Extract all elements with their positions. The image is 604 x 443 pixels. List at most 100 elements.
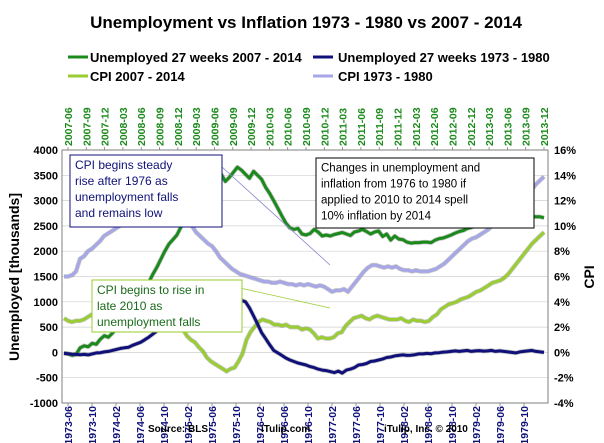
y-tick-left: 4000 — [34, 145, 58, 157]
annotation-changes-spell-inflation: Changes in unemployment and inflation fro… — [315, 157, 535, 229]
y-axis-right-label: CPI — [581, 265, 597, 288]
y-tick-right: 8% — [554, 246, 570, 258]
x-bottom-tick: 1978-06 — [423, 406, 435, 443]
annotation-box — [91, 279, 243, 333]
annotation-box — [315, 157, 535, 229]
footer-site: iTulip.com — [261, 424, 310, 435]
x-top-tick: 2011-09 — [374, 108, 386, 146]
x-bottom-tick: 1979-06 — [495, 406, 507, 443]
y-tick-left: 1500 — [34, 272, 58, 284]
y-tick-right: 10% — [554, 221, 576, 233]
annotation-cpi-rise-2010: CPI begins to rise in late 2010 as unemplo… — [91, 279, 243, 333]
x-bottom-tick: 1977-02 — [327, 406, 339, 443]
x-top-tick: 2010-03 — [264, 107, 276, 146]
y-tick-left: -500 — [36, 373, 58, 385]
y-tick-left: 3500 — [34, 170, 58, 182]
x-top-tick: 2013-09 — [521, 107, 533, 146]
x-top-tick: 2009-06 — [209, 107, 221, 146]
y-tick-left: 500 — [40, 322, 58, 334]
legend-label-unemp-1973: Unemployed 27 weeks 1973 - 1980 — [338, 50, 550, 65]
annotation-text: CPI begins steady — [75, 158, 172, 172]
x-top-tick: 2009-03 — [191, 107, 203, 146]
legend: Unemployed 27 weeks 2007 - 2014 Unemploy… — [68, 50, 550, 84]
annotation-leader — [239, 287, 331, 309]
x-top-tick: 2010-06 — [283, 107, 295, 146]
y-tick-right: 12% — [554, 196, 576, 208]
annotation-box — [69, 154, 223, 228]
legend-label-cpi-1973: CPI 1973 - 1980 — [338, 69, 433, 84]
ticks: 4000 3500 3000 2500 2000 1500 1000 500 0 -500 -100… — [30, 107, 576, 443]
x-top-tick: 2009-09 — [228, 107, 240, 146]
x-bottom-tick: 1974-10 — [159, 406, 171, 443]
annotation-text: 10% inflation by 2014 — [321, 211, 432, 223]
x-top-tick: 2011-06 — [356, 108, 368, 146]
x-top-tick: 2010-09 — [301, 107, 313, 146]
annotation-text: applied to 2010 to 2014 spell — [321, 195, 468, 207]
annotation-text: late 2010 as — [97, 299, 162, 313]
x-bottom-tick: 1975-02 — [183, 406, 195, 443]
x-bottom-tick: 1973-10 — [87, 406, 99, 443]
x-top-tick: 2007-09 — [81, 107, 93, 146]
x-top-tick: 2010-12 — [319, 107, 331, 146]
x-bottom-tick: 1975-10 — [231, 406, 243, 443]
x-bottom-tick: 1977-06 — [351, 406, 363, 443]
annotations: CPI begins steady rise after 1976 as unemp… — [69, 154, 535, 333]
x-bottom-tick: 1978-10 — [447, 406, 459, 443]
y-tick-left: 3000 — [34, 196, 58, 208]
y-axis-left-label: Unemployed [thousands] — [6, 193, 22, 361]
x-top-tick: 2012-03 — [411, 107, 423, 146]
y-tick-right: -2% — [554, 373, 574, 385]
annotation-text: unemployment falls — [97, 315, 200, 329]
x-bottom-tick: 1974-02 — [111, 406, 123, 443]
annotation-text: rise after 1976 as — [75, 174, 168, 188]
y-tick-right: 4% — [554, 297, 570, 309]
series-line-unemployed-27-weeks-1973-1980 — [63, 290, 545, 375]
y-tick-right: -4% — [554, 398, 574, 410]
annotation-text: unemployment falls — [75, 190, 178, 204]
annotation-text: CPI begins to rise in — [97, 283, 204, 297]
y-tick-left: -1000 — [30, 398, 58, 410]
y-tick-right: 14% — [554, 170, 576, 182]
x-top-tick: 2012-09 — [447, 107, 459, 146]
annotation-leader — [221, 166, 331, 266]
x-top-tick: 2007-12 — [100, 107, 112, 146]
y-tick-left: 1000 — [34, 297, 58, 309]
legend-label-cpi-2007: CPI 2007 - 2014 — [90, 69, 185, 84]
x-top-tick: 2008-03 — [118, 107, 130, 146]
annotation-text: and remains low — [75, 206, 163, 220]
y-tick-left: 0 — [52, 347, 58, 359]
annotation-text: inflation from 1976 to 1980 if — [321, 179, 467, 191]
y-tick-right: 2% — [554, 322, 570, 334]
x-bottom-tick: 1976-10 — [303, 406, 315, 443]
x-top-tick: 2011-03 — [338, 108, 350, 146]
x-top-tick: 2012-06 — [429, 107, 441, 146]
y-tick-left: 2000 — [34, 246, 58, 258]
x-bottom-tick: 1975-06 — [207, 406, 219, 443]
x-top-tick: 2008-09 — [155, 107, 167, 146]
x-bottom-tick: 1979-02 — [471, 406, 483, 443]
x-top-tick: 2013-12 — [539, 107, 551, 146]
x-bottom-tick: 1974-06 — [135, 406, 147, 443]
annotation-cpi-steady-rise: CPI begins steady rise after 1976 as unemp… — [69, 154, 223, 228]
x-bottom-tick: 1979-10 — [519, 406, 531, 443]
x-bottom-tick: 1976-06 — [279, 406, 291, 443]
y-tick-right: 6% — [554, 272, 570, 284]
plot-frame — [61, 149, 549, 404]
x-top-tick: 2008-12 — [173, 107, 185, 146]
x-bottom-tick: 1978-02 — [399, 406, 411, 443]
y-tick-right: 16% — [554, 145, 576, 157]
x-top-tick: 2007-06 — [63, 107, 75, 146]
x-top-tick: 2011-12 — [393, 108, 405, 146]
x-top-tick: 2012-12 — [466, 107, 478, 146]
x-top-tick: 2008-06 — [136, 107, 148, 146]
annotation-text: Changes in unemployment and — [321, 163, 480, 175]
x-bottom-tick: 1976-02 — [255, 406, 267, 443]
footer-copyright: iTulip, Inc. © 2010 — [384, 424, 468, 435]
chart-title: Unemployment vs Inflation 1973 - 1980 vs… — [90, 13, 522, 32]
legend-label-unemp-2007: Unemployed 27 weeks 2007 - 2014 — [90, 50, 303, 65]
y-tick-right: 0% — [554, 347, 570, 359]
footer-source: Source: BLS — [148, 424, 208, 435]
x-top-tick: 2013-06 — [502, 107, 514, 146]
x-bottom-tick: 1977-10 — [375, 406, 387, 443]
